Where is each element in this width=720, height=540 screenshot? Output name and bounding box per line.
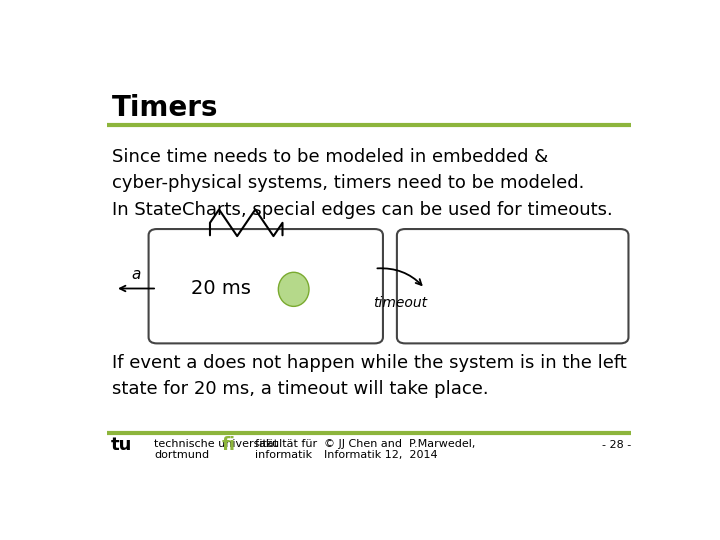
Text: 20 ms: 20 ms — [192, 279, 251, 298]
Text: If event a does not happen while the system is in the left
state for 20 ms, a ti: If event a does not happen while the sys… — [112, 354, 627, 398]
Text: dortmund: dortmund — [154, 450, 210, 460]
Text: informatik: informatik — [255, 450, 312, 460]
Text: timeout: timeout — [373, 295, 427, 309]
Text: technische universität: technische universität — [154, 439, 279, 449]
Text: fakultät für: fakultät für — [255, 439, 317, 449]
FancyBboxPatch shape — [397, 229, 629, 343]
Text: tu: tu — [111, 436, 132, 454]
Text: - 28 -: - 28 - — [602, 440, 631, 450]
Ellipse shape — [279, 272, 309, 306]
Text: Timers: Timers — [112, 94, 219, 122]
Text: Informatik 12,  2014: Informatik 12, 2014 — [324, 450, 438, 460]
Text: © JJ Chen and  P.Marwedel,: © JJ Chen and P.Marwedel, — [324, 439, 476, 449]
Text: a: a — [131, 267, 140, 282]
FancyBboxPatch shape — [148, 229, 383, 343]
Text: fi: fi — [221, 436, 235, 454]
Text: Since time needs to be modeled in embedded &
cyber-physical systems, timers need: Since time needs to be modeled in embedd… — [112, 148, 613, 219]
